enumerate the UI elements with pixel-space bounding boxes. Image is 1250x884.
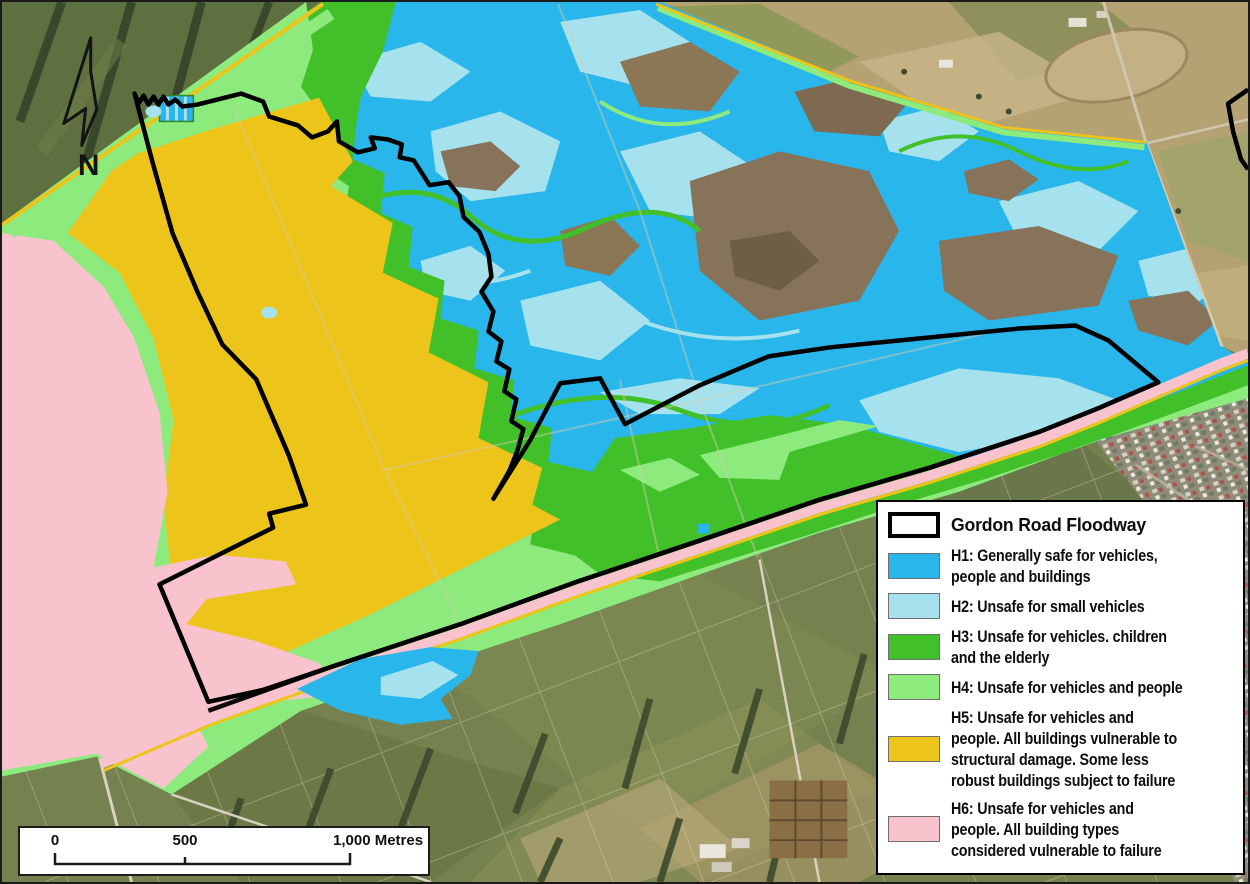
legend-item-H4: H4: Unsafe for vehicles and people — [888, 674, 1235, 701]
scale-bar: 0 500 1,000 Metres — [18, 826, 430, 876]
urban-area — [1083, 398, 1248, 882]
legend-swatch-H3 — [888, 633, 940, 660]
legend-label: Gordon Road Floodway — [951, 514, 1147, 535]
zone-h2-and-showthrough — [339, 9, 1234, 500]
legend-item-H2: H2: Unsafe for small vehicles — [888, 593, 1235, 620]
scale-bar-ruler — [53, 853, 352, 866]
treatment-ponds — [145, 94, 710, 534]
flood-hazard-overlay — [2, 2, 1248, 795]
floodway-boundary — [132, 87, 1248, 705]
timber-yard — [769, 780, 848, 859]
legend-swatch-floodway — [888, 512, 940, 538]
legend-label: H2: Unsafe for small vehicles — [951, 596, 1145, 616]
legend-swatch-H2 — [888, 593, 940, 620]
scale-label-500: 500 — [172, 832, 198, 849]
legend-label: H5: Unsafe for vehicles and people. All … — [951, 707, 1178, 791]
scale-label-1000: 1,000 Metres — [333, 832, 424, 849]
farm-buildings — [699, 838, 750, 873]
stream-below-bank — [297, 647, 479, 725]
floodway-boundary-fragment — [1225, 87, 1248, 171]
north-label: N — [78, 149, 100, 182]
aerial-showthrough-patches — [440, 41, 1219, 346]
legend-item-H3: H3: Unsafe for vehicles. children and th… — [888, 626, 1235, 668]
legend-label: H1: Generally safe for vehicles, people … — [951, 545, 1158, 586]
legend-item-H5: H5: Unsafe for vehicles and people. All … — [888, 707, 1235, 791]
legend-label: H4: Unsafe for vehicles and people — [951, 677, 1183, 697]
legend-label: H3: Unsafe for vehicles. children and th… — [951, 626, 1167, 667]
scale-label-0: 0 — [50, 832, 60, 849]
north-arrow: N — [62, 36, 100, 182]
legend-swatch-H4 — [888, 674, 940, 701]
floodway-boundary-line — [132, 91, 1161, 705]
legend-label: H6: Unsafe for vehicles and people. All … — [951, 798, 1162, 860]
zone-h6-area — [2, 232, 346, 789]
legend-swatch-H1 — [888, 552, 940, 579]
legend-item-H6: H6: Unsafe for vehicles and people. All … — [888, 798, 1235, 861]
legend-item-floodway: Gordon Road Floodway — [888, 512, 1235, 538]
legend-swatch-H6 — [888, 816, 940, 843]
legend-item-H1: H1: Generally safe for vehicles, people … — [888, 545, 1235, 587]
map-legend: Gordon Road Floodway H1: Generally safe … — [876, 500, 1245, 875]
legend-swatch-H5 — [888, 736, 940, 763]
flooded-roads — [232, 3, 1000, 645]
